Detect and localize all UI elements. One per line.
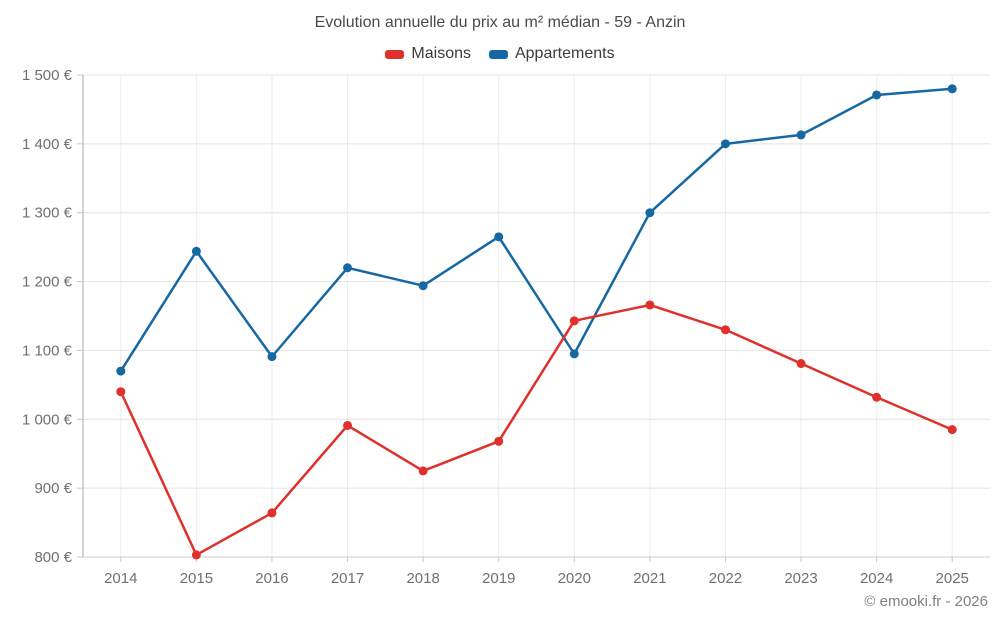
x-tick-label: 2015 [180, 570, 213, 587]
legend-item-maisons[interactable]: Maisons [385, 45, 471, 63]
data-point-appartements-2019[interactable] [494, 232, 504, 242]
data-point-maisons-2023[interactable] [796, 359, 806, 369]
data-point-maisons-2024[interactable] [872, 392, 882, 402]
x-tick-label: 2016 [255, 570, 288, 587]
x-tick-label: 2025 [936, 570, 969, 587]
y-tick-label: 1 500 € [22, 67, 73, 84]
x-tick-label: 2021 [633, 570, 666, 587]
x-tick-label: 2017 [331, 570, 364, 587]
y-tick-label: 1 100 € [22, 342, 73, 359]
data-point-maisons-2025[interactable] [947, 425, 957, 435]
data-point-appartements-2014[interactable] [116, 366, 126, 376]
y-tick-label: 1 300 € [22, 205, 73, 222]
data-point-maisons-2017[interactable] [343, 420, 353, 430]
data-point-appartements-2020[interactable] [569, 349, 579, 359]
y-tick-label: 1 000 € [22, 411, 73, 428]
x-tick-label: 2022 [709, 570, 742, 587]
data-point-appartements-2024[interactable] [872, 90, 882, 100]
x-tick-label: 2024 [860, 570, 893, 587]
x-tick-label: 2023 [784, 570, 817, 587]
data-point-maisons-2022[interactable] [720, 325, 730, 335]
appartements-series-swatch-icon [488, 49, 508, 59]
y-tick-label: 1 200 € [22, 274, 73, 291]
x-tick-label: 2019 [482, 570, 515, 587]
data-point-appartements-2015[interactable] [191, 246, 201, 256]
legend-label-appartements: Appartements [514, 45, 615, 62]
data-point-maisons-2014[interactable] [116, 387, 126, 397]
series-line-appartements [119, 87, 954, 373]
maisons-series-swatch-icon [385, 49, 405, 59]
data-point-maisons-2015[interactable] [191, 550, 201, 560]
data-point-appartements-2022[interactable] [720, 139, 730, 149]
y-tick-label: 1 400 € [22, 136, 73, 153]
chart-title: Evolution annuelle du prix au m² médian … [314, 14, 686, 31]
y-tick-label: 800 € [34, 549, 72, 566]
data-point-maisons-2020[interactable] [569, 316, 579, 326]
x-tick-label: 2020 [558, 570, 591, 587]
data-point-maisons-2021[interactable] [645, 300, 655, 310]
data-point-maisons-2016[interactable] [267, 508, 277, 518]
data-point-appartements-2018[interactable] [418, 281, 428, 291]
data-point-maisons-2018[interactable] [418, 466, 428, 476]
legend-label-maisons: Maisons [411, 45, 471, 62]
legend-item-appartements[interactable]: Appartements [488, 45, 615, 63]
x-tick-label: 2014 [104, 570, 137, 587]
data-point-appartements-2025[interactable] [947, 84, 957, 94]
data-point-maisons-2019[interactable] [494, 436, 504, 446]
data-point-appartements-2021[interactable] [645, 208, 655, 218]
chart-legend: Maisons Appartements [0, 45, 1000, 63]
series-line-maisons [119, 303, 954, 557]
copyright-text: © emooki.fr - 2026 [864, 593, 988, 610]
data-point-appartements-2016[interactable] [267, 352, 277, 362]
data-point-appartements-2017[interactable] [343, 263, 353, 273]
data-point-appartements-2023[interactable] [796, 130, 806, 140]
y-tick-label: 900 € [34, 480, 72, 497]
x-tick-label: 2018 [406, 570, 439, 587]
